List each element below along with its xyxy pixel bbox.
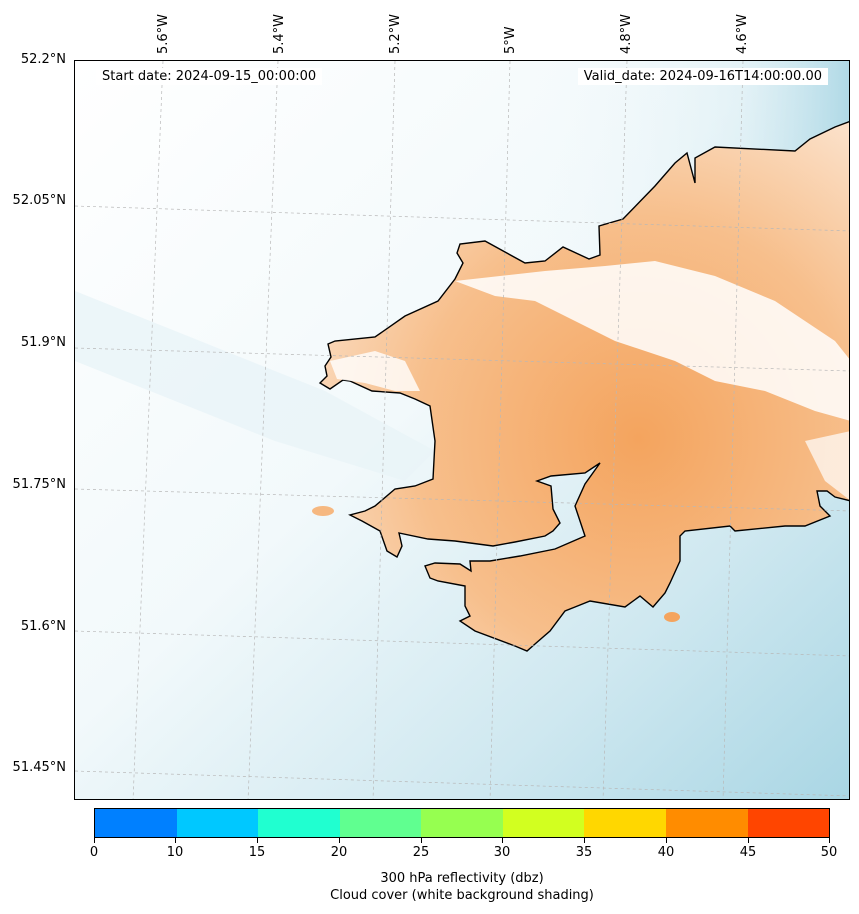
colorbar-tick (257, 838, 258, 843)
colorbar-tick (502, 838, 503, 843)
lon-label-5w: 5°W (503, 26, 518, 54)
colorbar-ticklabel-10: 10 (166, 845, 184, 860)
lat-label-52.05n: 52.05°N (12, 193, 66, 208)
colorbar-tick (666, 838, 667, 843)
colorbar-segment-40-45 (665, 809, 748, 837)
colorbar (94, 808, 830, 838)
colorbar-ticklabel-50: 50 (820, 845, 838, 860)
colorbar-ticklabel-35: 35 (575, 845, 593, 860)
colorbar-label-line2: Cloud cover (white background shading) (330, 888, 594, 903)
lat-label-51.9n: 51.9°N (20, 335, 66, 350)
colorbar-ticklabel-30: 30 (493, 845, 511, 860)
lat-label-51.45n: 51.45°N (12, 760, 66, 775)
lat-label-51.75n: 51.75°N (12, 477, 66, 492)
colorbar-segment-20-25 (339, 809, 422, 837)
lat-label-52.2n: 52.2°N (20, 52, 66, 67)
colorbar-tick (829, 838, 830, 843)
colorbar-tick (339, 838, 340, 843)
colorbar-ticklabel-45: 45 (739, 845, 757, 860)
colorbar-segment-15-20 (258, 809, 340, 837)
cloud-patch-west (330, 351, 420, 391)
land-mass (318, 121, 849, 652)
lon-label-4.6w: 4.6°W (735, 13, 750, 54)
colorbar-tick (584, 838, 585, 843)
colorbar-ticklabel-40: 40 (657, 845, 675, 860)
colorbar-segment-10-15 (176, 809, 259, 837)
colorbar-ticklabel-15: 15 (248, 845, 266, 860)
cloud-patch-east (805, 431, 849, 500)
map-panel: Start date: 2024-09-15_00:00:00 Valid_da… (74, 60, 850, 800)
colorbar-segment-25-30 (421, 809, 503, 837)
lon-label-5.2w: 5.2°W (388, 13, 403, 54)
map-canvas (75, 61, 849, 799)
start-date-box: Start date: 2024-09-15_00:00:00 (96, 68, 323, 85)
colorbar-segment-35-40 (584, 809, 666, 837)
colorbar-ticklabel-0: 0 (89, 845, 99, 860)
lon-label-5.4w: 5.4°W (272, 13, 287, 54)
colorbar-segment-45-50 (747, 809, 830, 837)
lon-label-4.8w: 4.8°W (619, 13, 634, 54)
reflectivity-blob-west (312, 506, 334, 516)
colorbar-segment-0-10 (95, 809, 177, 837)
colorbar-label-line1: 300 hPa reflectivity (dbz) (380, 871, 544, 886)
colorbar-tick (421, 838, 422, 843)
sea-streak (75, 291, 435, 481)
colorbar-tick (175, 838, 176, 843)
valid-date-box: Valid_date: 2024-09-16T14:00:00.00 (577, 68, 828, 85)
colorbar-tick (94, 838, 95, 843)
colorbar-ticklabel-20: 20 (330, 845, 348, 860)
colorbar-tick (748, 838, 749, 843)
cloud-patch-north (455, 261, 849, 421)
colorbar-segment-30-35 (502, 809, 585, 837)
reflectivity-blob-south (664, 612, 680, 622)
lat-label-51.6n: 51.6°N (20, 619, 66, 634)
lon-label-5.6w: 5.6°W (156, 13, 171, 54)
colorbar-ticklabel-25: 25 (412, 845, 430, 860)
